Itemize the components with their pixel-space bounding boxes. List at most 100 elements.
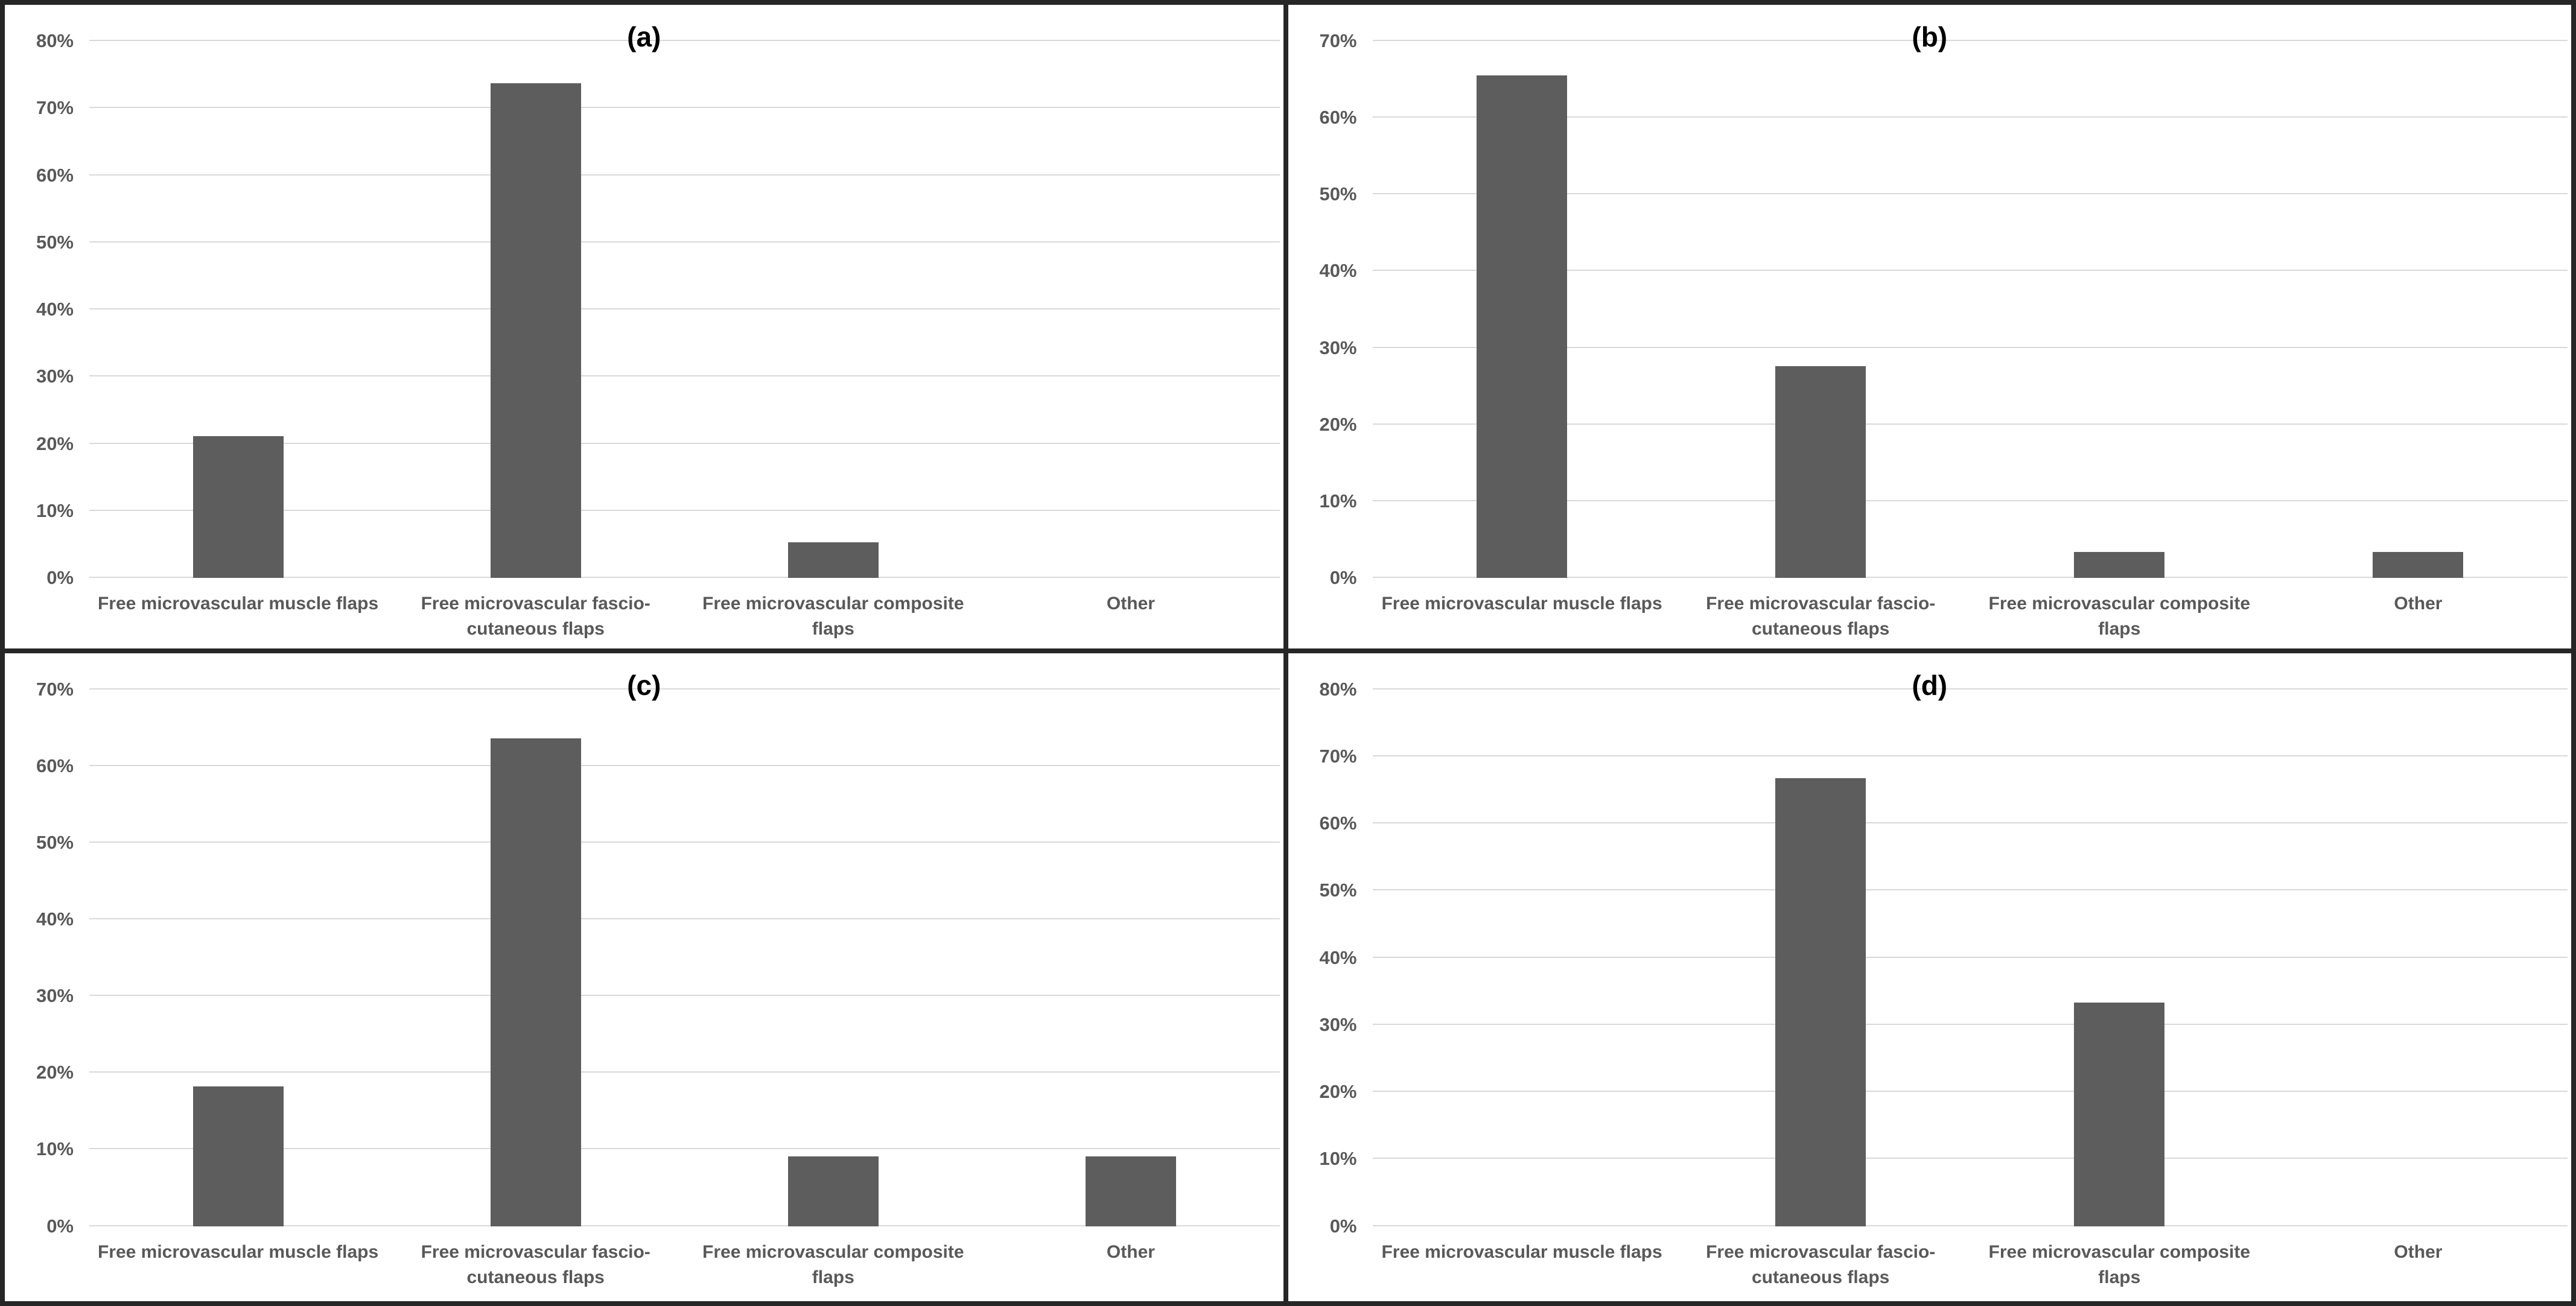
chart-title-b: (b): [1912, 21, 1948, 52]
x-category-label: Free microvascular composite flaps: [1988, 594, 2251, 639]
chart-panel-c: (c) 0% 10% 20% 30% 40% 50% 60% 70% Free microvasc…: [5, 653, 1288, 1301]
gridline: [89, 577, 1280, 578]
gridline: [1372, 116, 2568, 118]
y-axis-d: 0% 10% 20% 30% 40% 50% 60% 70% 80%: [1288, 679, 1364, 1236]
gridline: [89, 40, 1280, 41]
x-axis-c: Free microvascular muscle flaps Free micr…: [89, 1240, 1280, 1290]
y-axis-c: 0% 10% 20% 30% 40% 50% 60% 70%: [5, 679, 81, 1236]
chart-panel-a: (a) 0% 10% 20% 30% 40% 50% 60% 70% 80% Free microv…: [5, 5, 1288, 653]
bar-c-4: [1085, 1156, 1176, 1226]
bar-b-3: [2074, 551, 2165, 578]
gridline: [89, 841, 1280, 843]
x-category-label: Other: [2394, 1241, 2443, 1262]
gridline: [1372, 423, 2568, 425]
gridline: [1372, 755, 2568, 756]
y-tick-label: 20%: [36, 433, 74, 454]
bar-c-2: [490, 738, 581, 1226]
y-tick-label: 20%: [36, 1062, 74, 1083]
y-tick-label: 60%: [1319, 107, 1357, 128]
y-tick-label: 10%: [36, 499, 74, 521]
bar-c-3: [787, 1156, 879, 1226]
chart-title-a: (a): [627, 21, 661, 52]
y-tick-label: 40%: [36, 299, 74, 320]
gridline: [89, 241, 1280, 242]
y-tick-label: 30%: [36, 366, 74, 387]
chart-title-c: (c): [627, 669, 661, 701]
x-axis-b: Free microvascular muscle flaps Free micr…: [1373, 591, 2568, 642]
gridline: [89, 918, 1280, 919]
y-tick-label: 30%: [1319, 337, 1357, 358]
gridline: [1372, 40, 2568, 41]
chart-panel-d: (d) 0% 10% 20% 30% 40% 50% 60% 70% 80% Free microv…: [1288, 653, 2571, 1301]
y-tick-label: 70%: [1319, 745, 1357, 767]
bar-a-1: [192, 436, 284, 578]
y-tick-label: 0%: [1329, 1215, 1357, 1237]
y-tick-label: 10%: [36, 1138, 74, 1160]
x-category-label: Free microvascular fascio-cutaneous flap…: [1706, 1241, 1936, 1287]
y-tick-label: 50%: [36, 831, 74, 853]
gridline: [89, 1071, 1280, 1073]
x-axis-d: Free microvascular muscle flaps Free micr…: [1373, 1240, 2568, 1290]
x-category-label: Free microvascular composite flaps: [702, 594, 964, 639]
gridline: [1372, 688, 2568, 689]
gridline: [1372, 577, 2568, 578]
gridline: [1372, 270, 2568, 271]
plot-area-b: [1372, 40, 2568, 578]
gridline: [89, 995, 1280, 997]
gridline: [1372, 956, 2568, 958]
y-tick-label: 60%: [36, 755, 74, 776]
gridline: [1372, 1158, 2568, 1159]
y-tick-label: 70%: [1319, 30, 1357, 51]
y-tick-label: 70%: [36, 97, 74, 119]
y-tick-label: 50%: [1319, 183, 1357, 205]
gridline: [1372, 1225, 2568, 1226]
gridline: [89, 509, 1280, 511]
x-category-label: Free microvascular fascio-cutaneous flap…: [421, 1241, 650, 1287]
bar-b-2: [1775, 366, 1866, 578]
x-axis-a: Free microvascular muscle flaps Free micr…: [89, 591, 1280, 642]
x-category-label: Free microvascular muscle flaps: [1381, 1241, 1662, 1262]
y-tick-label: 40%: [36, 908, 74, 930]
x-category-label: Free microvascular composite flaps: [1988, 1241, 2251, 1287]
y-tick-label: 40%: [1319, 946, 1357, 968]
y-tick-label: 0%: [1329, 567, 1357, 588]
bar-d-2: [1775, 778, 1866, 1226]
gridline: [1372, 1023, 2568, 1025]
y-tick-label: 50%: [1319, 880, 1357, 901]
bar-a-3: [787, 542, 879, 578]
chart-title-d: (d): [1912, 669, 1948, 701]
gridline: [89, 442, 1280, 444]
y-tick-label: 30%: [36, 985, 74, 1007]
chart-panel-b: (b) 0% 10% 20% 30% 40% 50% 60% 70% Free microvasc…: [1288, 5, 2571, 653]
y-tick-label: 30%: [1319, 1013, 1357, 1035]
y-tick-label: 40%: [1319, 260, 1357, 282]
gridline: [1372, 822, 2568, 823]
gridline: [89, 308, 1280, 309]
x-category-label: Free microvascular muscle flaps: [1381, 594, 1662, 613]
bar-b-1: [1477, 75, 1568, 578]
bar-b-4: [2373, 551, 2464, 578]
y-tick-label: 80%: [36, 30, 74, 51]
gridline: [1372, 889, 2568, 891]
y-tick-label: 60%: [36, 164, 74, 186]
y-tick-label: 10%: [1319, 1148, 1357, 1170]
plot-area-c: [89, 688, 1280, 1226]
y-tick-label: 50%: [36, 231, 74, 253]
y-axis-a: 0% 10% 20% 30% 40% 50% 60% 70% 80%: [5, 31, 81, 588]
x-category-label: Other: [2394, 594, 2443, 613]
gridline: [89, 107, 1280, 109]
y-tick-label: 80%: [1319, 678, 1357, 700]
bar-d-3: [2074, 1003, 2165, 1226]
gridline: [1372, 499, 2568, 501]
y-tick-label: 10%: [1319, 490, 1357, 512]
gridline: [89, 688, 1280, 689]
plot-area-d: [1372, 688, 2568, 1226]
x-category-label: Free microvascular fascio-cutaneous flap…: [1706, 594, 1936, 639]
gridline: [1372, 346, 2568, 348]
x-category-label: Free microvascular composite flaps: [702, 1241, 964, 1287]
plot-area-a: [89, 40, 1280, 578]
gridline: [1372, 193, 2568, 195]
y-tick-label: 60%: [1319, 813, 1357, 834]
bar-a-2: [490, 83, 581, 578]
